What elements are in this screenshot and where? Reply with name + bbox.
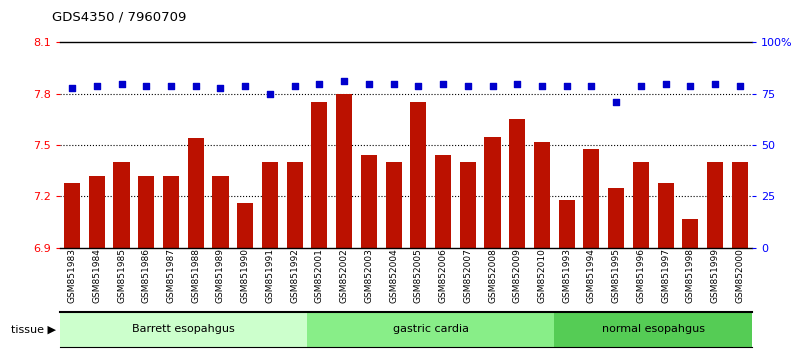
- Point: [486, 83, 499, 88]
- Point: [684, 83, 696, 88]
- Text: GSM851985: GSM851985: [117, 248, 126, 303]
- Bar: [307, 312, 554, 347]
- Text: GSM852003: GSM852003: [365, 248, 373, 303]
- Bar: [732, 162, 748, 248]
- Text: GSM852005: GSM852005: [414, 248, 423, 303]
- Text: GSM851993: GSM851993: [562, 248, 572, 303]
- Text: GDS4350 / 7960709: GDS4350 / 7960709: [52, 11, 186, 24]
- Text: GSM851997: GSM851997: [661, 248, 670, 303]
- Point: [140, 83, 153, 88]
- Bar: [262, 162, 278, 248]
- Text: GSM852008: GSM852008: [488, 248, 497, 303]
- Text: GSM851990: GSM851990: [240, 248, 250, 303]
- Bar: [509, 119, 525, 248]
- Text: GSM851986: GSM851986: [142, 248, 150, 303]
- Point: [462, 83, 474, 88]
- Text: GSM851983: GSM851983: [68, 248, 76, 303]
- Bar: [657, 183, 673, 248]
- Text: GSM852002: GSM852002: [340, 248, 349, 303]
- Text: GSM851996: GSM851996: [637, 248, 646, 303]
- Point: [263, 91, 276, 97]
- Bar: [311, 102, 327, 248]
- Point: [115, 81, 128, 86]
- Bar: [64, 183, 80, 248]
- Text: GSM851988: GSM851988: [191, 248, 201, 303]
- Point: [362, 81, 375, 86]
- Text: Barrett esopahgus: Barrett esopahgus: [132, 324, 235, 334]
- Point: [610, 99, 622, 105]
- Text: GSM852001: GSM852001: [315, 248, 324, 303]
- Point: [338, 79, 350, 84]
- Point: [560, 83, 573, 88]
- Bar: [583, 149, 599, 248]
- Text: GSM852000: GSM852000: [736, 248, 744, 303]
- Text: GSM851984: GSM851984: [92, 248, 101, 303]
- Bar: [237, 203, 253, 248]
- Text: normal esopahgus: normal esopahgus: [602, 324, 704, 334]
- Point: [733, 83, 746, 88]
- Point: [189, 83, 202, 88]
- Point: [437, 81, 450, 86]
- Bar: [114, 162, 130, 248]
- Bar: [633, 162, 649, 248]
- Point: [536, 83, 548, 88]
- Text: GSM852006: GSM852006: [439, 248, 447, 303]
- Point: [634, 83, 647, 88]
- Bar: [60, 312, 307, 347]
- Bar: [682, 219, 698, 248]
- Text: GSM852007: GSM852007: [463, 248, 472, 303]
- Bar: [707, 162, 723, 248]
- Text: GSM851992: GSM851992: [291, 248, 299, 303]
- Point: [66, 85, 79, 91]
- Text: GSM851989: GSM851989: [216, 248, 225, 303]
- Text: GSM851987: GSM851987: [166, 248, 175, 303]
- Bar: [410, 102, 427, 248]
- Text: GSM851995: GSM851995: [611, 248, 621, 303]
- Point: [313, 81, 326, 86]
- Text: GSM852010: GSM852010: [537, 248, 547, 303]
- Bar: [559, 200, 575, 248]
- Bar: [213, 176, 228, 248]
- Bar: [485, 137, 501, 248]
- Bar: [608, 188, 624, 248]
- Point: [239, 83, 252, 88]
- Bar: [139, 176, 154, 248]
- Text: GSM852009: GSM852009: [513, 248, 521, 303]
- Bar: [435, 155, 451, 248]
- Point: [659, 81, 672, 86]
- Point: [585, 83, 598, 88]
- Text: GSM851999: GSM851999: [711, 248, 720, 303]
- Bar: [336, 94, 352, 248]
- Bar: [554, 312, 752, 347]
- Text: GSM851998: GSM851998: [686, 248, 695, 303]
- Point: [288, 83, 301, 88]
- Text: gastric cardia: gastric cardia: [392, 324, 469, 334]
- Text: GSM851991: GSM851991: [265, 248, 275, 303]
- Point: [708, 81, 721, 86]
- Point: [214, 85, 227, 91]
- Point: [412, 83, 425, 88]
- Point: [511, 81, 524, 86]
- Bar: [163, 176, 179, 248]
- Bar: [385, 162, 402, 248]
- Bar: [534, 142, 550, 248]
- Bar: [89, 176, 105, 248]
- Bar: [460, 162, 476, 248]
- Text: GSM851994: GSM851994: [587, 248, 596, 303]
- Bar: [361, 155, 377, 248]
- Point: [165, 83, 178, 88]
- Bar: [188, 138, 204, 248]
- Bar: [287, 162, 302, 248]
- Text: GSM852004: GSM852004: [389, 248, 398, 303]
- Point: [91, 83, 103, 88]
- Text: tissue ▶: tissue ▶: [10, 324, 56, 334]
- Point: [387, 81, 400, 86]
